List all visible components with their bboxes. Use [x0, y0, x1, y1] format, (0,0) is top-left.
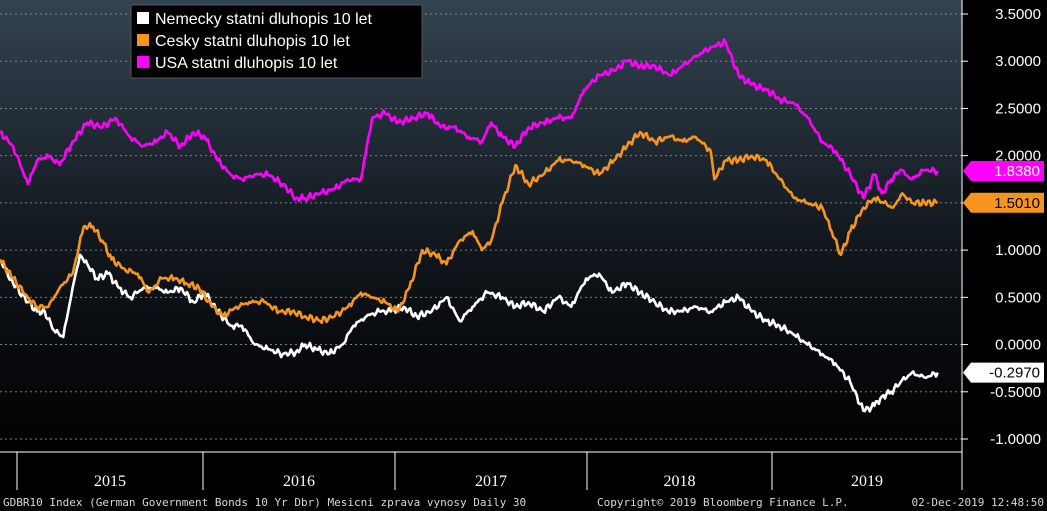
y-tick-label: 0.5000 — [995, 289, 1041, 306]
y-tick-label: 1.0000 — [995, 242, 1041, 259]
x-tick-label: 2016 — [283, 473, 315, 490]
last-value-label: 1.5010 — [994, 195, 1040, 212]
legend-label-germany: Nemecky statni dluhopis 10 let — [155, 11, 373, 28]
last-value-badge-bg — [963, 192, 1044, 213]
y-tick-label: 2.5000 — [995, 100, 1041, 117]
y-tick-label: 3.5000 — [995, 6, 1041, 23]
last-value-badge-0: -0.2970 — [963, 362, 1044, 383]
legend-swatch-germany — [137, 12, 149, 24]
footer-copyright: Copyright© 2019 Bloomberg Finance L.P. — [597, 496, 849, 509]
x-axis-ticks: 2015 2016 2017 2018 2019 — [16, 452, 963, 490]
last-value-badge-2: 1.8380 — [963, 160, 1044, 181]
y-tick-label: -0.5000 — [990, 384, 1041, 401]
series-line-2 — [0, 38, 939, 203]
last-value-badge-1: 1.5010 — [963, 192, 1044, 213]
series-lines — [0, 38, 939, 413]
legend-box — [130, 4, 423, 79]
y-tick-label: 3.0000 — [995, 53, 1041, 70]
last-value-badges: -0.2970 1.5010 1.8380 — [963, 160, 1044, 383]
last-value-badge-bg — [963, 160, 1044, 181]
legend-label-czech: Cesky statni dluhopis 10 let — [155, 33, 350, 50]
last-value-badge-bg — [963, 362, 1044, 383]
legend-label-usa: USA statni dluhopis 10 let — [155, 55, 338, 72]
last-value-label: 1.8380 — [994, 163, 1040, 180]
y-tick-label: 0.0000 — [995, 337, 1041, 354]
legend-swatch-usa — [137, 56, 149, 68]
y-tick-label: -1.0000 — [990, 431, 1041, 448]
footer: GDBR10 Index (German Government Bonds 10… — [3, 496, 1044, 509]
footer-timestamp: 02-Dec-2019 12:48:50 — [912, 496, 1044, 509]
x-tick-label: 2017 — [475, 473, 507, 490]
x-tick-label: 2018 — [664, 473, 696, 490]
legend: Nemecky statni dluhopis 10 let Cesky sta… — [130, 4, 423, 79]
x-tick-label: 2019 — [851, 473, 883, 490]
x-tick-label: 2015 — [94, 473, 126, 490]
series-line-1 — [0, 130, 939, 325]
legend-swatch-czech — [137, 34, 149, 46]
last-value-label: -0.2970 — [989, 365, 1040, 382]
y-tick-label: 2.0000 — [995, 148, 1041, 165]
footer-source: GDBR10 Index (German Government Bonds 10… — [3, 496, 526, 509]
